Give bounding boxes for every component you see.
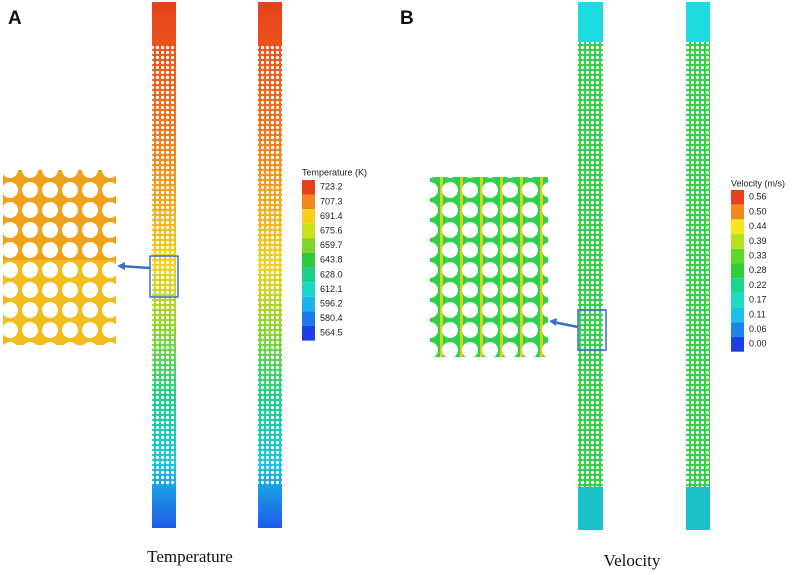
velocity-column <box>686 2 710 530</box>
legend-label: 691.4 <box>320 211 343 221</box>
legend-label: 564.5 <box>320 328 343 338</box>
legend-swatch <box>731 322 744 337</box>
legend-swatch <box>731 292 744 308</box>
legend-swatch <box>302 238 315 253</box>
legend-label: 628.0 <box>320 269 343 279</box>
legend-label: 723.2 <box>320 182 343 192</box>
legend-label: 0.17 <box>749 295 767 305</box>
legend-swatch <box>731 219 744 235</box>
legend-label: 580.4 <box>320 313 343 323</box>
panel-label: B <box>400 8 414 29</box>
zoom-box <box>149 255 179 298</box>
legend: 0.56 0.50 0.44 0.39 0.33 0.28 0.22 0.17 0.11 0.06… <box>731 190 767 352</box>
legend-label: 0.22 <box>749 280 767 290</box>
caption: Velocity <box>604 551 661 570</box>
legend-swatch <box>731 307 744 323</box>
legend-swatch <box>302 267 315 283</box>
arrow-head <box>117 262 125 270</box>
legend-title: Temperature (K) <box>302 167 367 177</box>
legend-swatch <box>302 223 315 239</box>
legend-swatch <box>731 278 744 293</box>
legend-swatch <box>302 326 315 341</box>
arrow <box>552 320 579 329</box>
legend-swatch <box>302 296 315 312</box>
temperature-column <box>152 2 176 528</box>
legend-swatch <box>302 253 315 268</box>
legend-label: 0.28 <box>749 265 767 275</box>
legend-swatch <box>731 248 744 264</box>
legend-swatch <box>302 194 315 210</box>
legend-swatch <box>731 190 744 205</box>
legend-label: 0.44 <box>749 221 767 231</box>
legend-label: 643.8 <box>320 255 343 265</box>
legend-title: Velocity (m/s) <box>731 178 785 188</box>
legend-label: 0.06 <box>749 324 767 334</box>
temperature-inset <box>3 170 116 345</box>
zoom-box <box>577 309 607 351</box>
legend-label: 0.11 <box>749 309 766 319</box>
arrow-head <box>549 318 557 326</box>
legend-label: 0.00 <box>749 339 767 349</box>
legend-label: 0.50 <box>749 206 767 216</box>
legend-label: 612.1 <box>320 284 343 294</box>
legend-swatch <box>302 209 315 224</box>
temperature-column <box>258 2 282 528</box>
legend-swatch <box>731 234 744 249</box>
legend-swatch <box>731 204 744 220</box>
legend-label: 0.56 <box>749 192 767 202</box>
legend-swatch <box>731 263 744 279</box>
legend-label: 596.2 <box>320 298 343 308</box>
legend-swatch <box>731 337 744 352</box>
velocity-inset <box>430 177 548 357</box>
legend-label: 707.3 <box>320 196 343 206</box>
panel-label: A <box>8 8 22 29</box>
legend: 723.2 707.3 691.4 675.6 659.7 643.8 628.0 612.1… <box>302 180 343 341</box>
legend-label: 659.7 <box>320 240 343 250</box>
legend-swatch <box>302 180 315 195</box>
legend-swatch <box>302 311 315 326</box>
legend-label: 675.6 <box>320 225 343 235</box>
velocity-column <box>578 2 603 530</box>
legend-label: 0.39 <box>749 236 767 246</box>
legend-swatch <box>302 282 315 297</box>
legend-label: 0.33 <box>749 251 767 261</box>
caption: Temperature <box>147 547 233 566</box>
